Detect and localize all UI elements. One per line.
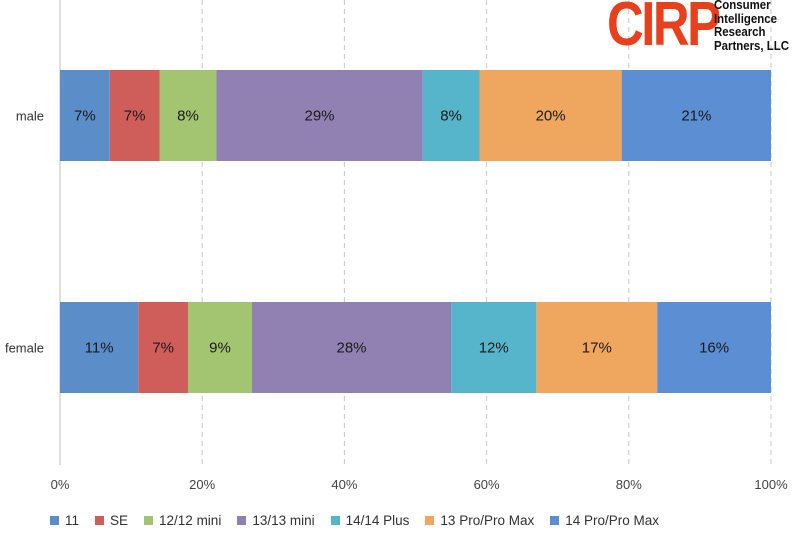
legend-item-se: SE <box>95 513 128 528</box>
legend-label: 14 Pro/Pro Max <box>565 512 660 528</box>
bar-segment <box>621 70 771 161</box>
data-label: 7% <box>152 340 174 357</box>
legend: 11 SE 12/12 mini 13/13 mini 14/14 Plus 1… <box>50 510 675 530</box>
bar-segment <box>536 302 658 393</box>
logo-line-2: Intelligence <box>714 10 777 26</box>
data-label: 16% <box>699 340 729 357</box>
legend-label: SE <box>110 512 129 528</box>
data-label: 17% <box>582 340 612 357</box>
data-label: 8% <box>177 108 199 125</box>
x-tick-label: 20% <box>189 477 215 492</box>
legend-item-12-mini: 12/12 mini <box>144 513 221 528</box>
legend-swatch <box>50 515 59 525</box>
data-label: 29% <box>304 108 334 125</box>
data-label: 28% <box>336 340 366 357</box>
legend-item-13-mini: 13/13 mini <box>237 512 315 528</box>
legend-swatch <box>144 515 154 525</box>
bar-segment <box>60 70 110 161</box>
bar-segment <box>422 70 480 161</box>
legend-swatch <box>237 515 247 525</box>
legend-item-13-pro: 13 Pro/Pro Max <box>425 513 534 528</box>
legend-swatch <box>425 515 435 525</box>
logo-line-3: Research <box>714 24 766 39</box>
legend-swatch <box>330 515 340 525</box>
legend-item-11: 11 <box>50 513 79 528</box>
bar-segment <box>657 302 771 393</box>
bar-segment <box>60 302 139 393</box>
data-label: 12% <box>479 340 509 357</box>
bar-segment <box>216 70 423 161</box>
bar-segment <box>109 70 160 161</box>
x-tick-label: 60% <box>474 477 500 492</box>
logo-line-4: Partners, LLC <box>714 37 790 53</box>
x-tick-label: 100% <box>754 477 788 492</box>
legend-label: 13 Pro/Pro Max <box>440 512 535 528</box>
bar-segment <box>479 70 622 161</box>
bar-segment <box>138 302 188 393</box>
bar-segment <box>159 70 217 161</box>
data-label: 21% <box>681 108 711 125</box>
legend-label: 11 <box>65 512 80 528</box>
logo-mark: CIRP <box>607 0 721 59</box>
bar-segment <box>187 302 252 393</box>
data-label: 20% <box>536 108 566 125</box>
data-label: 7% <box>124 108 146 125</box>
legend-swatch <box>95 515 105 525</box>
legend-label: 12/12 mini <box>159 512 222 528</box>
legend-item-14-plus: 14/14 Plus <box>330 512 410 528</box>
category-label: male <box>16 109 44 124</box>
x-tick-label: 80% <box>616 477 642 492</box>
cirp-logo: CIRP Consumer Intelligence Research Part… <box>607 0 803 62</box>
x-tick-label: 40% <box>331 477 357 492</box>
legend-label: 14/14 Plus <box>345 512 410 528</box>
data-label: 9% <box>209 340 231 357</box>
data-label: 7% <box>74 108 96 125</box>
data-label: 8% <box>440 108 462 125</box>
data-label: 11% <box>85 340 114 357</box>
logo-line-1: Consumer <box>714 0 771 12</box>
category-label: female <box>5 341 44 356</box>
legend-item-14-pro: 14 Pro/Pro Max <box>550 513 659 528</box>
bar-segment <box>251 302 452 393</box>
bar-segment <box>451 302 537 393</box>
logo-company-name: Consumer Intelligence Research Partners,… <box>714 0 789 52</box>
legend-label: 13/13 mini <box>252 512 315 528</box>
legend-swatch <box>550 515 560 525</box>
x-tick-label: 0% <box>51 477 70 492</box>
